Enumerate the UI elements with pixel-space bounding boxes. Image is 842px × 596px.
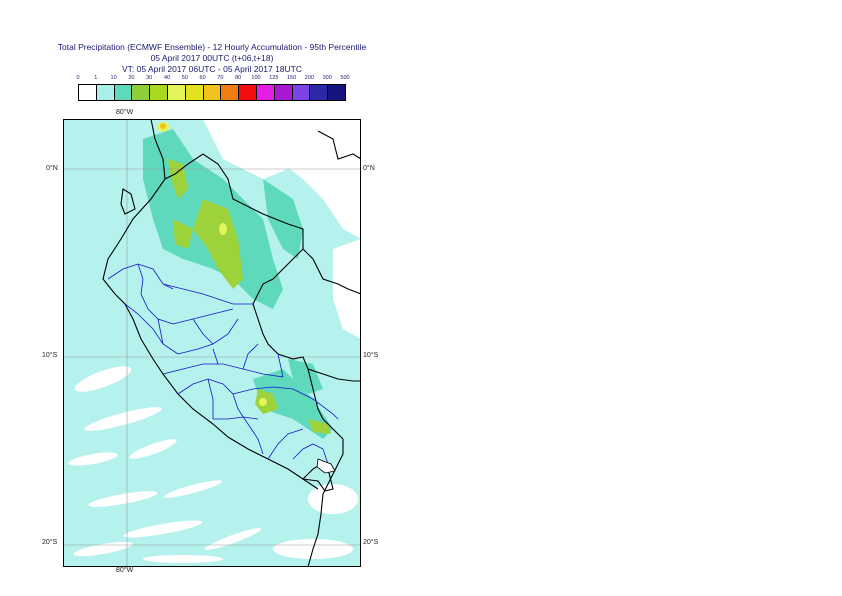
country-borders bbox=[102, 119, 361, 567]
colorbar-cell bbox=[327, 84, 346, 101]
colorbar-tick-label: 1 bbox=[94, 75, 98, 81]
lon-label-top: 80°W bbox=[116, 109, 134, 116]
colorbar-cell bbox=[256, 84, 275, 101]
lat-label-right-20: 20°S bbox=[363, 539, 379, 546]
graticule bbox=[63, 119, 361, 567]
colorbar-tick-label: 0 bbox=[76, 75, 80, 81]
colorbar-tick-label: 80 bbox=[235, 75, 242, 81]
colorbar-cell bbox=[273, 84, 293, 101]
colorbar-tick-label: 200 bbox=[304, 75, 314, 81]
lat-label-right-0: 0°N bbox=[363, 165, 375, 172]
map-frame bbox=[63, 119, 361, 567]
colorbar-cell bbox=[309, 84, 329, 101]
colorbar-tick-label: 125 bbox=[269, 75, 279, 81]
lon-label-bottom: 80°W bbox=[116, 567, 134, 574]
lat-label-left-20: 20°S bbox=[42, 539, 58, 546]
colorbar-tick-label: 40 bbox=[163, 75, 171, 81]
colorbar-tick-label: 150 bbox=[287, 75, 297, 81]
precip-heavy bbox=[168, 159, 331, 434]
colorbar-tick-label: 60 bbox=[199, 75, 206, 81]
lat-label-left-10: 10°S bbox=[42, 352, 58, 359]
colorbar-cell bbox=[202, 84, 222, 101]
colorbar-tick-label: 100 bbox=[251, 75, 261, 81]
colorbar-tick-label: 20 bbox=[128, 75, 135, 81]
colorbar-tick-label: 10 bbox=[110, 75, 117, 81]
colorbar-tick-label: 300 bbox=[322, 75, 332, 81]
colorbar-cell bbox=[167, 84, 186, 101]
lat-label-left-0: 0°N bbox=[46, 165, 58, 172]
colorbar-cell bbox=[291, 84, 311, 101]
chart-title: Total Precipitation (ECMWF Ensemble) - 1… bbox=[57, 42, 367, 52]
lat-label-right-10: 10°S bbox=[363, 352, 379, 359]
valid-time: VT: 05 April 2017 06UTC - 05 April 2017 … bbox=[121, 64, 302, 74]
colorbar-cell bbox=[220, 84, 240, 101]
precipitation-map bbox=[63, 119, 361, 567]
precip-max bbox=[160, 123, 166, 129]
colorbar-tick-label: 70 bbox=[217, 75, 224, 81]
colorbar-cell bbox=[238, 84, 257, 101]
colorbar-cell bbox=[95, 84, 115, 101]
colorbar-cell bbox=[131, 84, 151, 101]
colorbar-cell bbox=[78, 84, 97, 101]
precip-peak bbox=[157, 122, 267, 406]
lake bbox=[316, 458, 336, 474]
colorbar-tick-label: 50 bbox=[181, 75, 188, 81]
colorbar-cell bbox=[149, 84, 168, 101]
colorbar-cell bbox=[184, 84, 204, 101]
colorbar-tick-label: 500 bbox=[340, 75, 350, 81]
region-borders bbox=[107, 263, 339, 465]
colorbar-tick-label: 30 bbox=[146, 75, 153, 81]
colorbar-cell bbox=[113, 84, 133, 101]
base-time: 05 April 2017 00UTC (t+06,t+18) bbox=[150, 53, 274, 63]
